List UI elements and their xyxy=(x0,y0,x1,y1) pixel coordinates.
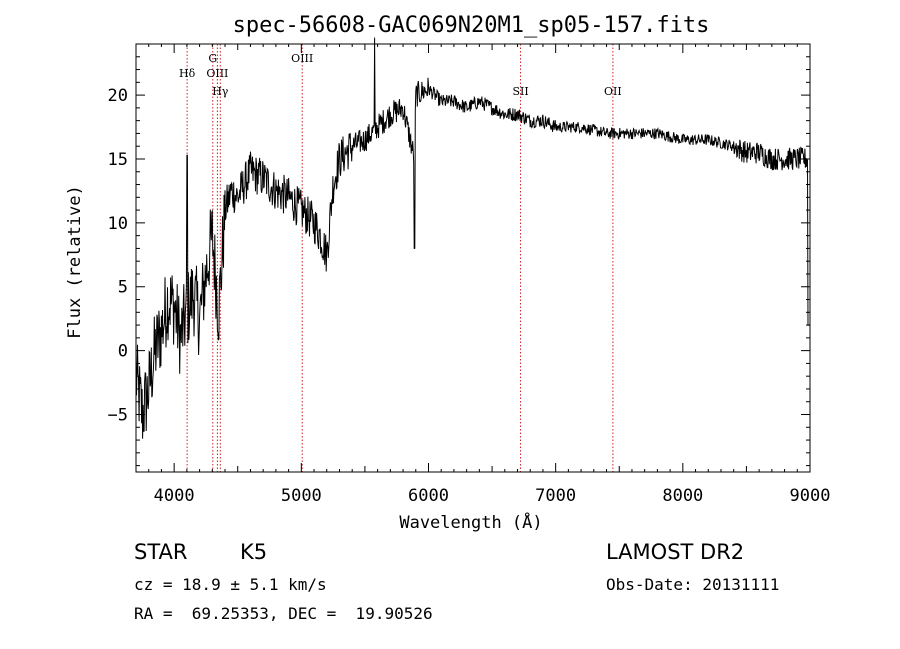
object-class: STAR xyxy=(134,540,188,564)
redshift-velocity: cz = 18.9 ± 5.1 km/s xyxy=(134,575,327,594)
spectral-line-label: OIII xyxy=(291,52,313,65)
spectrum-line xyxy=(135,37,810,439)
x-tick-label: 4000 xyxy=(154,486,195,506)
x-tick-label: 5000 xyxy=(281,486,322,506)
x-tick-label: 8000 xyxy=(662,486,703,506)
object-subclass: K5 xyxy=(240,540,268,564)
spectral-line-label: SII xyxy=(512,85,528,98)
survey-name: LAMOST DR2 xyxy=(606,540,745,564)
spectrum-trace xyxy=(135,37,810,439)
observation-date: Obs-Date: 20131111 xyxy=(606,575,780,594)
spectral-line-label: Hδ xyxy=(179,67,196,80)
y-tick-label: 5 xyxy=(118,278,128,298)
spectral-line-label: G xyxy=(208,52,217,65)
y-tick-label: 0 xyxy=(118,342,128,362)
y-tick-label: −5 xyxy=(108,406,128,426)
chart-title: spec-56608-GAC069N20M1_sp05-157.fits xyxy=(233,13,710,38)
x-axis-ticks: 4000 5000 6000 7000 8000 9000 xyxy=(135,44,831,506)
plot-frame xyxy=(135,43,811,473)
y-tick-label: 20 xyxy=(108,86,128,106)
spectral-line-label: OII xyxy=(604,85,622,98)
x-axis-label: Wavelength (Å) xyxy=(399,511,542,533)
spectral-line-label: OIII xyxy=(206,67,228,80)
spectral-line-label: Hγ xyxy=(212,85,229,98)
x-tick-label: 6000 xyxy=(408,486,449,506)
y-axis-label: Flux (relative) xyxy=(65,185,85,339)
y-axis-ticks: −5 0 5 10 15 20 xyxy=(108,43,810,467)
y-tick-label: 10 xyxy=(108,214,128,234)
sky-coordinates: RA = 69.25353, DEC = 19.90526 xyxy=(134,604,433,623)
y-tick-label: 15 xyxy=(108,150,128,170)
x-tick-label: 7000 xyxy=(535,486,576,506)
x-tick-label: 9000 xyxy=(790,486,831,506)
